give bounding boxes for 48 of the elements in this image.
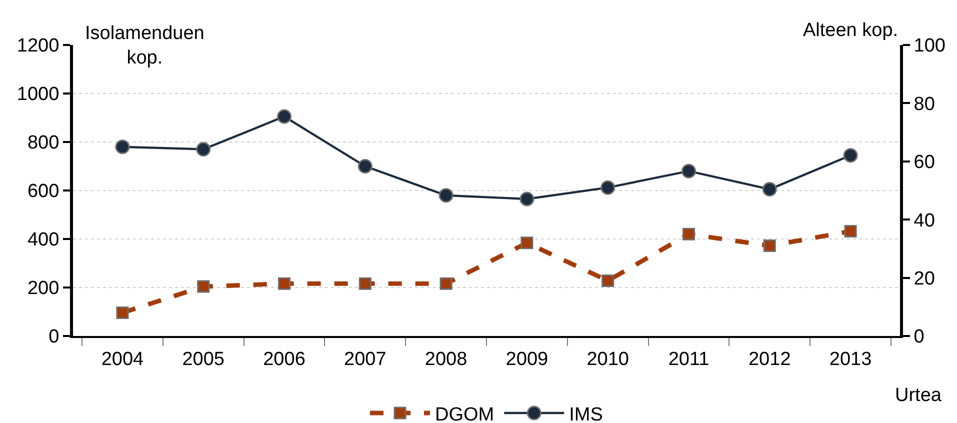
legend-label: DGOM <box>435 404 494 423</box>
y2-tick-label: 0 <box>914 326 924 348</box>
point <box>520 192 534 206</box>
y2-tick-label: 80 <box>914 94 935 115</box>
point <box>358 277 372 290</box>
x-tick-label: 2005 <box>182 348 225 370</box>
point <box>762 182 777 197</box>
y2-tick-label: 20 <box>914 268 935 290</box>
x-tick-label: 2012 <box>748 348 791 370</box>
point <box>763 240 776 252</box>
y2-tick-label: 100 <box>914 36 946 57</box>
point <box>116 306 129 319</box>
point <box>197 280 210 293</box>
y-tick-label: 1200 <box>16 36 60 57</box>
point <box>115 140 130 154</box>
x-tick-label: 2006 <box>263 348 306 370</box>
x-tick-label: 2011 <box>668 348 710 370</box>
point <box>681 164 696 178</box>
point <box>843 148 858 163</box>
x-tick-label: 2007 <box>344 348 386 370</box>
x-tick-label: 2008 <box>424 348 468 370</box>
y-tick-label: 600 <box>27 181 60 202</box>
y2-axis-title: Alteen kop. <box>803 20 898 41</box>
point <box>440 277 452 290</box>
point <box>520 236 534 250</box>
point <box>358 159 372 174</box>
x-tick-label: 2013 <box>829 348 872 370</box>
point <box>196 142 211 157</box>
y-tick-label: 800 <box>27 132 60 154</box>
y-tick-label: 200 <box>27 278 60 300</box>
x-tick-label: 2009 <box>506 348 548 370</box>
y-axis-title: Isolamenduen kop. <box>85 23 204 69</box>
y2-tick-label: 60 <box>914 152 935 174</box>
point <box>277 109 292 124</box>
point <box>278 277 291 290</box>
point <box>682 228 695 240</box>
y2-tick-label: 40 <box>914 210 935 232</box>
y-tick-label: 400 <box>27 230 60 251</box>
y-tick-label: 1000 <box>16 84 60 106</box>
legend-label: IMS <box>569 404 603 423</box>
point <box>602 274 614 287</box>
x-axis-title: Urtea <box>895 385 942 406</box>
point <box>438 188 454 203</box>
y-tick-label: 0 <box>48 326 60 348</box>
point <box>600 180 616 195</box>
point <box>844 224 857 238</box>
x-tick-label: 2004 <box>101 348 144 370</box>
x-tick-label: 2010 <box>586 348 629 370</box>
